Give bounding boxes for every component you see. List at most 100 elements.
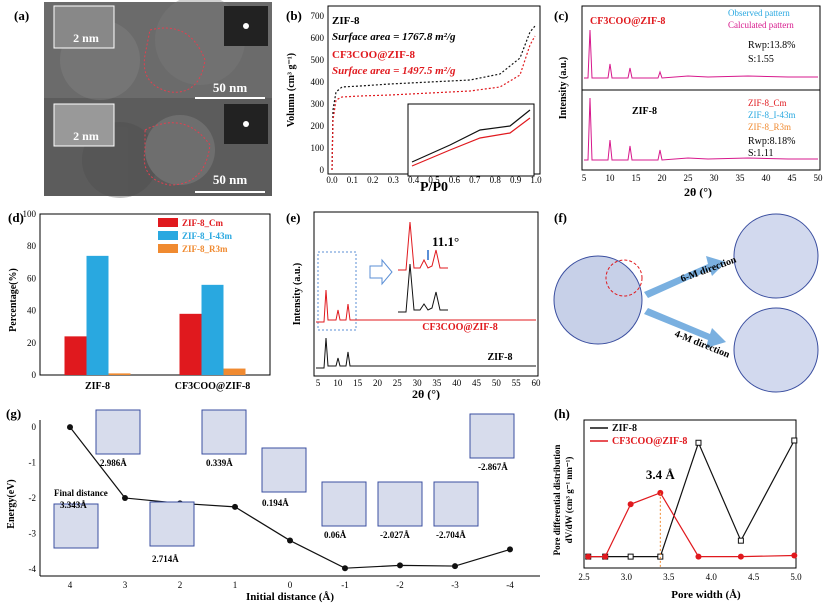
title-cf: CF3COO@ZIF-8 xyxy=(332,49,415,61)
xtick-h-1: 3.0 xyxy=(621,572,633,582)
bar-1-2 xyxy=(223,368,246,375)
xtick-b-9: 0.9 xyxy=(510,175,522,185)
panel-label-b: (b) xyxy=(286,8,302,23)
xtick-b-3: 0.3 xyxy=(388,175,400,185)
ytick-b-2: 200 xyxy=(311,121,325,131)
struct-label-g-8: -2.704Å xyxy=(436,530,466,540)
legend-i43m: ZIF-8_I-43m xyxy=(748,110,796,120)
panel-label-c: (c) xyxy=(554,8,568,23)
panel-label-f: (f) xyxy=(554,210,567,225)
pore-point-0-4 xyxy=(695,439,702,446)
ytick-b-7: 700 xyxy=(311,11,325,21)
legend-label-d-1: ZIF-8_I-43m xyxy=(182,231,232,241)
bet-inset xyxy=(407,103,535,177)
ytick-d-5: 100 xyxy=(23,209,37,219)
xtick-e-5: 30 xyxy=(413,378,423,388)
structure-4m xyxy=(733,307,819,393)
xlabel-e: 2θ (°) xyxy=(412,387,440,400)
xtick-d-1: CF3COO@ZIF-8 xyxy=(175,381,250,392)
xtick-g-7: -3 xyxy=(451,580,459,590)
pore-point-0-6 xyxy=(791,437,798,444)
panel-h: (h) Pore differential distribution dV/dW… xyxy=(548,400,828,605)
pore-point-1-5 xyxy=(737,553,744,560)
xtick-e-7: 40 xyxy=(452,378,462,388)
s-top: S:1.55 xyxy=(748,54,774,65)
xtick-e-2: 15 xyxy=(353,378,363,388)
bar-0-2 xyxy=(108,373,131,375)
xtick-c-4: 25 xyxy=(684,173,694,183)
xtick-c-1: 10 xyxy=(606,173,616,183)
ylabel-d: Percentage(%) xyxy=(8,268,19,332)
title-bot-c: ZIF-8 xyxy=(632,106,657,117)
cf-isotherm xyxy=(331,35,536,171)
struct-label-g-1: 3.343Å xyxy=(60,500,87,510)
legend-cm: ZIF-8_Cm xyxy=(748,98,787,108)
panel-f: (f) 6-M direction 4-M direction xyxy=(548,200,828,400)
scale-label-bottom: 2 nm xyxy=(73,129,99,143)
bar-1-1 xyxy=(201,284,224,375)
legend-label-d-2: ZIF-8_R3m xyxy=(182,244,228,254)
ytick-b-0: 0 xyxy=(320,165,325,175)
ytick-g-0: 0 xyxy=(32,422,37,432)
title-top-c: CF3COO@ZIF-8 xyxy=(590,16,665,27)
legend-calculated: Calculated pattern xyxy=(728,20,794,30)
ytick-d-2: 40 xyxy=(27,306,37,316)
zoom-arrow-icon xyxy=(369,258,393,286)
xtick-e-3: 20 xyxy=(373,378,383,388)
xtick-e-0: 5 xyxy=(316,378,321,388)
structure-thumb-0 xyxy=(53,503,99,549)
ytick-b-1: 100 xyxy=(311,143,325,153)
panel-a: (a) 2 nm 2 nm 50 nm 50 nm xyxy=(0,0,280,200)
label-cf-e: CF3COO@ZIF-8 xyxy=(422,322,497,333)
xtick-g-8: -4 xyxy=(506,580,514,590)
xtick-b-2: 0.2 xyxy=(367,175,378,185)
pore-line-1 xyxy=(588,492,795,558)
xtick-d-0: ZIF-8 xyxy=(85,381,110,392)
xtick-b-7: 0.7 xyxy=(469,175,481,185)
legend-label-h-1: CF3COO@ZIF-8 xyxy=(612,436,687,447)
pore-line-0 xyxy=(588,440,795,558)
legend-swatch-d-0 xyxy=(158,218,178,227)
structure-main xyxy=(553,255,643,345)
xtick-e-10: 55 xyxy=(512,378,522,388)
xticks-b: 0.0 0.1 0.2 0.3 0.4 0.5 0.6 0.7 0.8 0.9 1.0 xyxy=(326,175,542,185)
yticks-b: 0 100 200 300 400 500 600 700 xyxy=(311,11,325,175)
xtick-c-3: 20 xyxy=(658,173,668,183)
ylabel-g: Energy(eV) xyxy=(6,479,17,528)
xtick-h-5: 5.0 xyxy=(790,572,802,582)
xtick-c-6: 35 xyxy=(736,173,746,183)
xtick-h-0: 2.5 xyxy=(578,572,590,582)
panel-g: (g) Energy(eV) Initial distance (Å) 0 -1 -… xyxy=(0,400,548,605)
struct-label-g-6: 0.06Å xyxy=(324,530,347,540)
zoom-box xyxy=(317,251,357,331)
xtick-g-3: 1 xyxy=(233,580,238,590)
xtick-b-6: 0.6 xyxy=(449,175,461,185)
hrtem-inset-top xyxy=(53,5,115,49)
xlabel-b: P/P0 xyxy=(420,180,448,195)
ytick-b-3: 300 xyxy=(311,99,325,109)
sa-cf: Surface area = 1497.5 m²/g xyxy=(332,65,456,77)
struct-label-g-7: -2.027Å xyxy=(380,530,410,540)
energy-point-8 xyxy=(507,546,513,553)
plot-frame-d xyxy=(39,213,271,376)
legend-observed: Observed pattern xyxy=(728,8,790,18)
xtick-e-6: 35 xyxy=(432,378,442,388)
s-bot: S:1.11 xyxy=(748,148,773,159)
structure-thumb-8 xyxy=(469,413,515,459)
scale-big-top: 50 nm xyxy=(213,80,247,95)
energy-point-5 xyxy=(342,565,348,572)
pattern-top xyxy=(584,29,818,79)
inset-cf-line xyxy=(411,117,531,167)
pore-point-0-2 xyxy=(627,553,634,560)
ytick-d-1: 20 xyxy=(27,338,37,348)
hrtem-inset-bottom xyxy=(53,103,115,147)
ytick-d-0: 0 xyxy=(32,370,37,380)
xtick-g-1: 3 xyxy=(123,580,128,590)
xtick-e-9: 50 xyxy=(492,378,502,388)
structure-thumb-5 xyxy=(321,481,367,527)
pore-point-1-0 xyxy=(585,553,592,560)
ylabel-h2: dV/dW (cm³ g⁻¹ nm⁻¹) xyxy=(564,457,574,544)
xtick-b-5: 0.5 xyxy=(428,175,440,185)
xtick-c-2: 15 xyxy=(632,173,642,183)
ytick-b-4: 400 xyxy=(311,77,325,87)
